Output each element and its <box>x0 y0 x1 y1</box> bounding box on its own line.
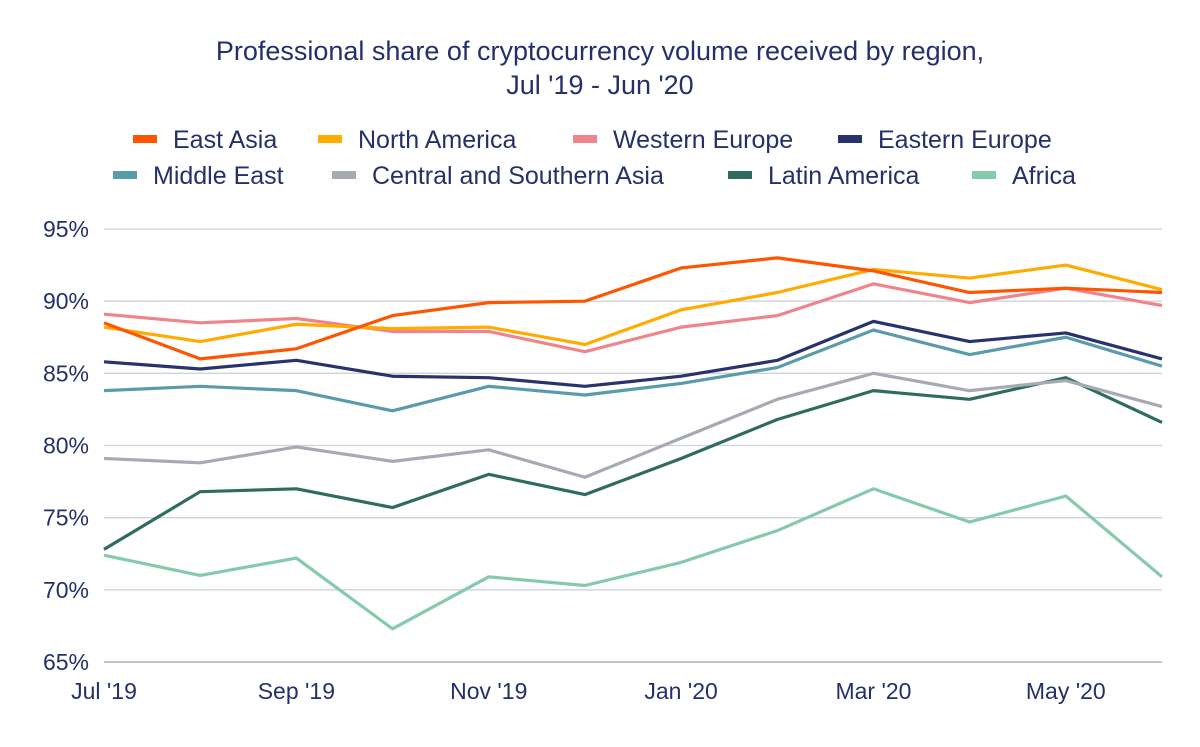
x-tick-label: May '20 <box>1026 678 1106 704</box>
legend: East Asia North America Western Europe East… <box>113 126 1076 190</box>
legend-label: Africa <box>1012 162 1076 190</box>
x-tick-label: Jan '20 <box>644 678 717 704</box>
legend-swatch <box>838 135 862 143</box>
series-line-western-europe <box>103 282 1163 354</box>
x-tick-label: Mar '20 <box>835 678 911 704</box>
chart-title-line-2: Jul '19 - Jun '20 <box>506 70 693 100</box>
x-tick-label: Nov '19 <box>450 678 527 704</box>
y-axis-ticks: 65% 70% 75% 80% 85% 90% 95% <box>43 216 89 675</box>
series-lines <box>103 256 1164 631</box>
series-line-eastern-europe <box>103 319 1163 388</box>
legend-label: East Asia <box>173 126 277 154</box>
x-axis-ticks: Jul '19 Sep '19 Nov '19 Jan '20 Mar '20 May '… <box>71 678 1106 704</box>
legend-label: Eastern Europe <box>878 126 1052 154</box>
legend-swatch <box>133 135 157 143</box>
y-tick-label: 90% <box>43 288 89 314</box>
y-tick-label: 70% <box>43 577 89 603</box>
legend-swatch <box>113 171 137 179</box>
legend-swatch <box>728 171 752 179</box>
gridlines <box>104 228 1162 663</box>
series-line-north-america <box>103 263 1163 347</box>
x-tick-label: Jul '19 <box>71 678 137 704</box>
series-line-middle-east <box>103 328 1163 413</box>
legend-label: Middle East <box>153 162 284 190</box>
series-line-east-asia <box>103 256 1163 361</box>
legend-label: Western Europe <box>613 126 793 154</box>
chart-title-line-1: Professional share of cryptocurrency vol… <box>216 36 984 66</box>
legend-swatch <box>972 171 996 179</box>
legend-label: North America <box>358 126 516 154</box>
legend-swatch <box>332 171 356 179</box>
series-line-central-and-southern-asia <box>103 371 1163 479</box>
y-tick-label: 95% <box>43 216 89 242</box>
legend-swatch <box>573 135 597 143</box>
series-line-latin-america <box>103 376 1163 551</box>
legend-swatch <box>318 135 342 143</box>
series-line-africa <box>103 487 1164 631</box>
legend-label: Latin America <box>768 162 920 190</box>
y-tick-label: 80% <box>43 433 89 459</box>
legend-label: Central and Southern Asia <box>372 162 664 190</box>
y-tick-label: 65% <box>43 649 89 675</box>
y-tick-label: 75% <box>43 505 89 531</box>
x-tick-label: Sep '19 <box>258 678 335 704</box>
y-tick-label: 85% <box>43 360 89 386</box>
